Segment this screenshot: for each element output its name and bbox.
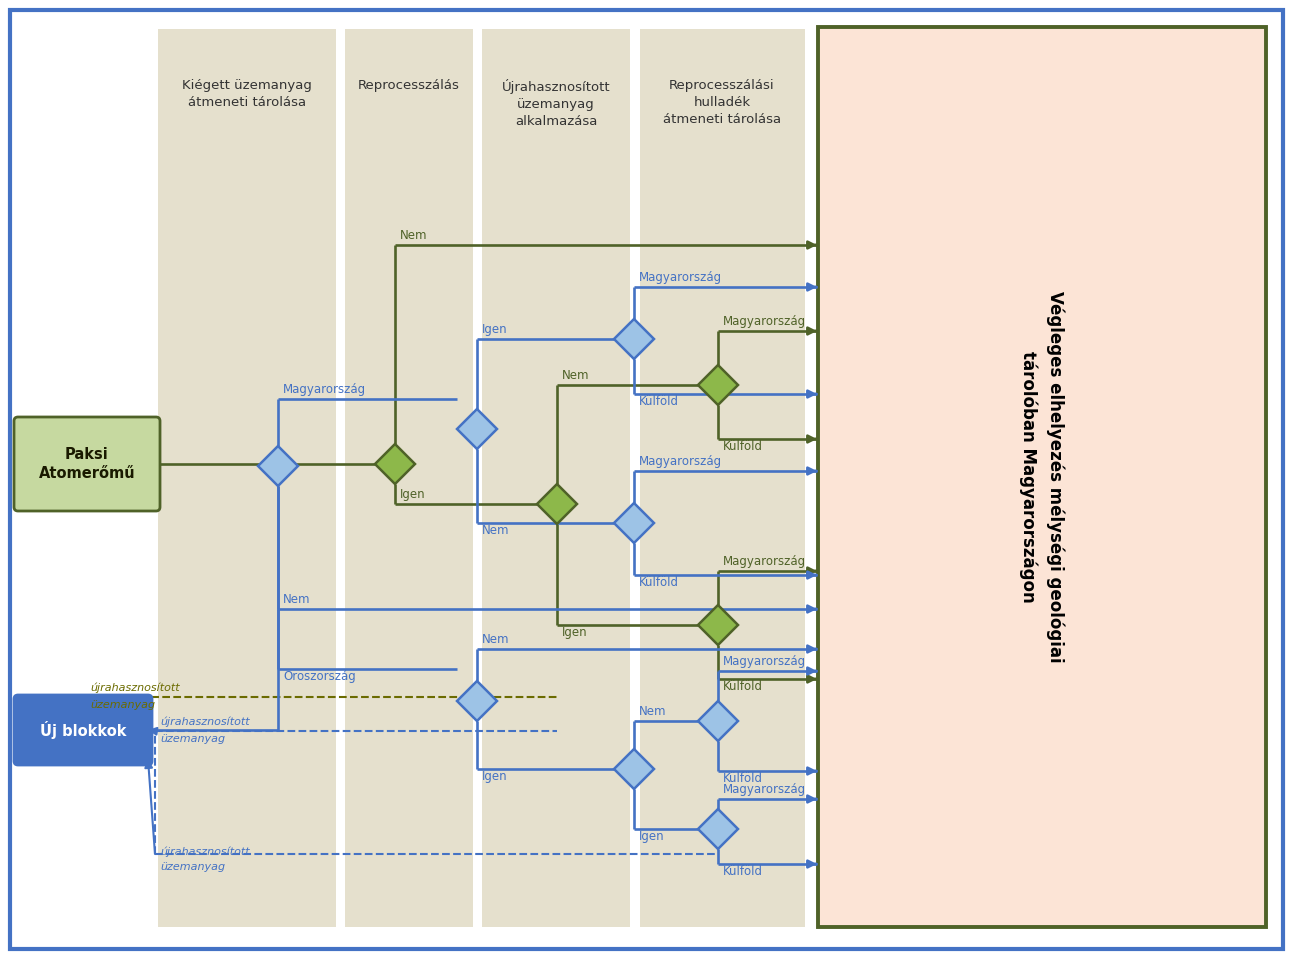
Text: Igen: Igen xyxy=(639,830,665,843)
Text: üzemanyag: üzemanyag xyxy=(91,700,155,710)
FancyBboxPatch shape xyxy=(10,10,1283,949)
Text: újrahasznosított: újrahasznosított xyxy=(160,716,250,727)
Text: Külföld: Külföld xyxy=(639,576,679,589)
Text: Oroszország: Oroszország xyxy=(283,670,356,683)
Text: Igen: Igen xyxy=(400,488,425,501)
Text: Külföld: Külföld xyxy=(723,440,763,453)
Text: Nem: Nem xyxy=(562,369,590,382)
Text: üzemanyag: üzemanyag xyxy=(160,862,225,872)
Text: Magyarország: Magyarország xyxy=(723,315,806,328)
Polygon shape xyxy=(698,605,738,645)
Text: újrahasznosított: újrahasznosított xyxy=(91,683,180,693)
Polygon shape xyxy=(698,365,738,405)
Text: Magyarország: Magyarország xyxy=(639,455,721,468)
Polygon shape xyxy=(614,749,654,789)
Text: Reprocesszálás: Reprocesszálás xyxy=(358,79,460,92)
Text: Nem: Nem xyxy=(482,524,509,537)
Text: üzemanyag: üzemanyag xyxy=(160,734,225,744)
Text: Magyarország: Magyarország xyxy=(283,383,366,396)
Text: Reprocesszálási
hulladék
átmeneti tárolása: Reprocesszálási hulladék átmeneti tárolá… xyxy=(663,79,781,126)
Text: Nem: Nem xyxy=(400,229,428,242)
Text: Nem: Nem xyxy=(482,633,509,646)
Text: Külföld: Külföld xyxy=(723,680,763,693)
FancyBboxPatch shape xyxy=(14,417,160,511)
Text: Magyarország: Magyarország xyxy=(723,783,806,796)
Polygon shape xyxy=(614,319,654,359)
Polygon shape xyxy=(614,503,654,543)
Polygon shape xyxy=(375,444,415,484)
Polygon shape xyxy=(456,681,497,721)
FancyBboxPatch shape xyxy=(14,695,153,765)
FancyBboxPatch shape xyxy=(640,29,806,927)
Text: Magyarország: Magyarország xyxy=(639,271,721,284)
Text: Magyarország: Magyarország xyxy=(723,555,806,568)
Text: Magyarország: Magyarország xyxy=(723,655,806,668)
Text: Végleges elhelyezés mélységi geológiai
tárolóban Magyarországon: Végleges elhelyezés mélységi geológiai t… xyxy=(1019,292,1065,663)
FancyBboxPatch shape xyxy=(482,29,630,927)
Text: Nem: Nem xyxy=(639,705,666,718)
Text: Újrahasznosított
üzemanyag
alkalmazása: Újrahasznosított üzemanyag alkalmazása xyxy=(502,79,610,128)
Text: Igen: Igen xyxy=(482,770,508,783)
FancyBboxPatch shape xyxy=(345,29,473,927)
Text: Paksi
Atomerőmű: Paksi Atomerőmű xyxy=(39,447,136,481)
Text: Külföld: Külföld xyxy=(723,772,763,785)
Text: Új blokkok: Új blokkok xyxy=(40,721,127,739)
Polygon shape xyxy=(259,446,297,486)
Text: Nem: Nem xyxy=(283,593,310,606)
FancyBboxPatch shape xyxy=(818,27,1266,927)
Text: Külföld: Külföld xyxy=(639,395,679,408)
Text: Igen: Igen xyxy=(482,323,508,336)
FancyBboxPatch shape xyxy=(158,29,336,927)
Polygon shape xyxy=(698,701,738,741)
Polygon shape xyxy=(456,409,497,449)
Polygon shape xyxy=(537,484,577,524)
Text: újrahasznosított: újrahasznosított xyxy=(160,847,250,857)
Text: Külföld: Külföld xyxy=(723,865,763,878)
Polygon shape xyxy=(698,809,738,849)
Text: Igen: Igen xyxy=(562,626,587,639)
Text: Kiégett üzemanyag
átmeneti tárolása: Kiégett üzemanyag átmeneti tárolása xyxy=(182,79,312,109)
